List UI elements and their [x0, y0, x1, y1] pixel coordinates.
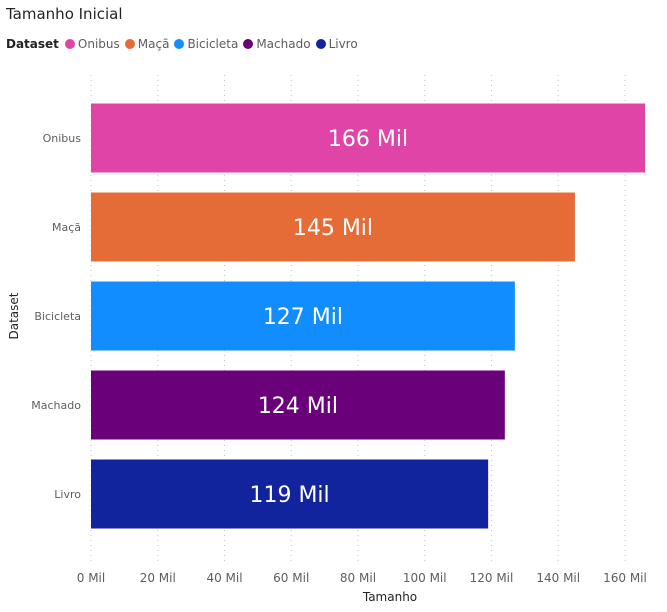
y-axis-tick-labels: Onibus Maçã Bicicleta Machado Livro	[31, 132, 81, 501]
x-tick-label: 20 Mil	[140, 571, 176, 585]
data-label: 124 Mil	[258, 394, 338, 419]
x-tick-label: 140 Mil	[536, 571, 580, 585]
y-tick-label: Maçã	[52, 221, 81, 234]
x-axis-title: Tamanho	[362, 590, 417, 604]
y-tick-label: Onibus	[43, 132, 82, 145]
y-tick-label: Machado	[31, 399, 81, 412]
data-label: 119 Mil	[249, 483, 329, 508]
data-label: 145 Mil	[293, 216, 373, 241]
y-axis-title: Dataset	[7, 292, 21, 339]
x-tick-label: 60 Mil	[273, 571, 309, 585]
x-tick-label: 80 Mil	[340, 571, 376, 585]
x-tick-label: 0 Mil	[77, 571, 105, 585]
bars: 166 Mil 145 Mil 127 Mil 124 Mil 119 Mil	[91, 104, 645, 529]
data-label: 127 Mil	[263, 305, 343, 330]
x-tick-label: 120 Mil	[470, 571, 514, 585]
x-tick-label: 160 Mil	[603, 571, 647, 585]
x-tick-label: 40 Mil	[206, 571, 242, 585]
x-axis-tick-labels: 0 Mil 20 Mil 40 Mil 60 Mil 80 Mil 100 Mil 120 …	[77, 571, 647, 585]
data-label: 166 Mil	[328, 127, 408, 152]
x-tick-label: 100 Mil	[403, 571, 447, 585]
y-tick-label: Bicicleta	[34, 310, 81, 323]
y-tick-label: Livro	[54, 488, 81, 501]
